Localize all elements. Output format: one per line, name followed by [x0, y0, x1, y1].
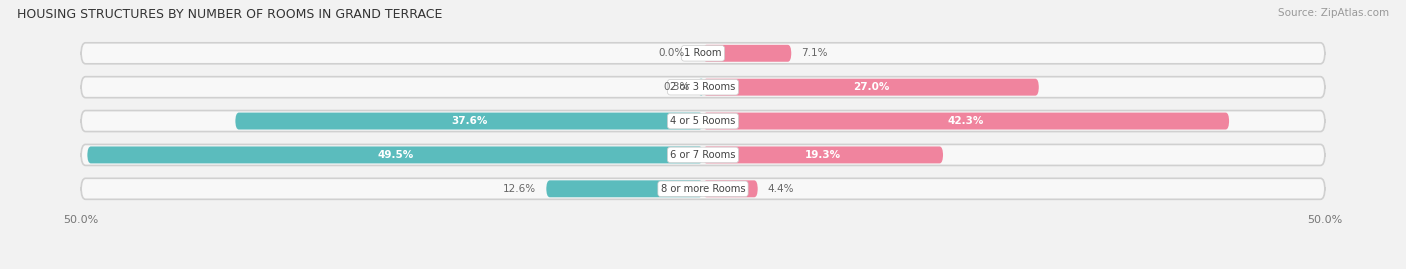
Text: 49.5%: 49.5% [377, 150, 413, 160]
FancyBboxPatch shape [703, 146, 943, 163]
Text: 0.3%: 0.3% [664, 82, 689, 92]
Text: HOUSING STRUCTURES BY NUMBER OF ROOMS IN GRAND TERRACE: HOUSING STRUCTURES BY NUMBER OF ROOMS IN… [17, 8, 443, 21]
Text: Source: ZipAtlas.com: Source: ZipAtlas.com [1278, 8, 1389, 18]
FancyBboxPatch shape [82, 144, 1324, 165]
FancyBboxPatch shape [547, 180, 703, 197]
FancyBboxPatch shape [703, 180, 758, 197]
FancyBboxPatch shape [703, 79, 1039, 96]
Text: 12.6%: 12.6% [503, 184, 536, 194]
FancyBboxPatch shape [703, 113, 1229, 129]
Text: 8 or more Rooms: 8 or more Rooms [661, 184, 745, 194]
FancyBboxPatch shape [703, 45, 792, 62]
FancyBboxPatch shape [82, 178, 1324, 199]
Text: 37.6%: 37.6% [451, 116, 488, 126]
Text: 19.3%: 19.3% [806, 150, 841, 160]
Text: 27.0%: 27.0% [852, 82, 889, 92]
Text: 42.3%: 42.3% [948, 116, 984, 126]
Text: 1 Room: 1 Room [685, 48, 721, 58]
FancyBboxPatch shape [699, 79, 703, 96]
Text: 6 or 7 Rooms: 6 or 7 Rooms [671, 150, 735, 160]
FancyBboxPatch shape [82, 111, 1324, 132]
FancyBboxPatch shape [82, 77, 1324, 98]
FancyBboxPatch shape [87, 146, 703, 163]
FancyBboxPatch shape [82, 43, 1324, 64]
Text: 2 or 3 Rooms: 2 or 3 Rooms [671, 82, 735, 92]
Text: 4 or 5 Rooms: 4 or 5 Rooms [671, 116, 735, 126]
Text: 4.4%: 4.4% [768, 184, 794, 194]
FancyBboxPatch shape [235, 113, 703, 129]
Text: 7.1%: 7.1% [801, 48, 828, 58]
Text: 0.0%: 0.0% [658, 48, 685, 58]
